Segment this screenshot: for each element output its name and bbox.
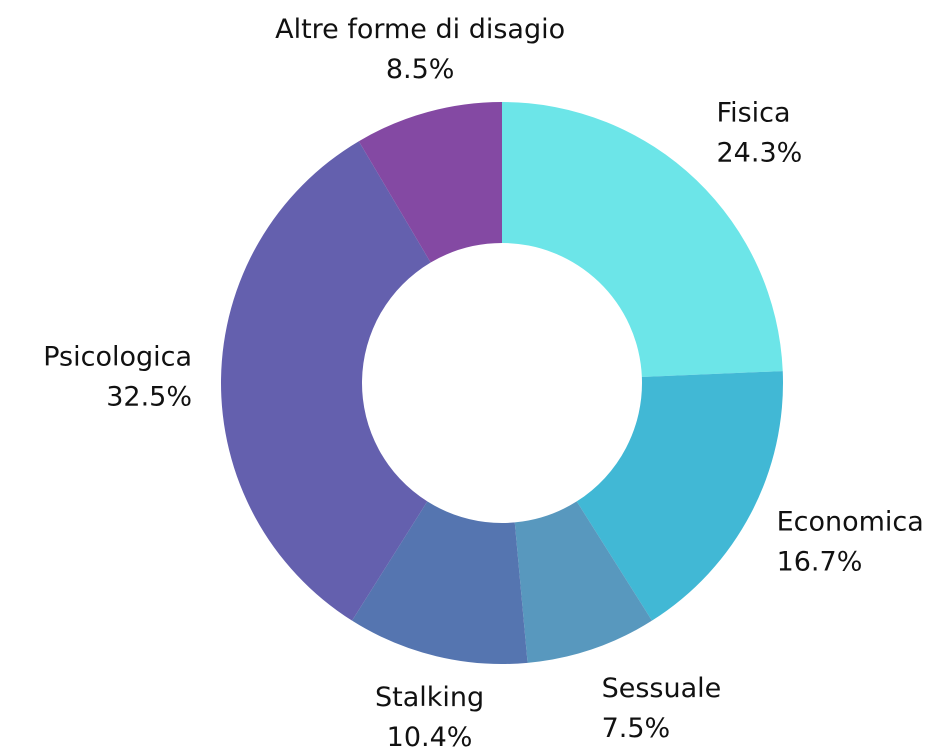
slice-label: Fisica <box>717 97 791 128</box>
donut-slice <box>352 501 528 664</box>
slice-value-label: 10.4% <box>387 722 473 751</box>
donut-slice <box>576 371 784 621</box>
slice-value-label: 7.5% <box>602 713 671 744</box>
donut-slice <box>514 501 652 663</box>
slice-value-label: 8.5% <box>386 54 455 85</box>
slice-value-label: 24.3% <box>717 137 803 168</box>
donut-slice <box>221 141 431 621</box>
slice-label: Stalking <box>375 682 484 713</box>
slice-value-label: 16.7% <box>777 547 863 578</box>
donut-slice <box>502 102 783 378</box>
slice-label: Economica <box>777 507 924 538</box>
slice-label: Altre forme di disagio <box>275 14 565 45</box>
slice-value-label: 32.5% <box>106 382 192 413</box>
slice-label: Sessuale <box>602 673 722 704</box>
donut-slice <box>358 102 502 263</box>
slice-label: Psicologica <box>43 342 192 373</box>
